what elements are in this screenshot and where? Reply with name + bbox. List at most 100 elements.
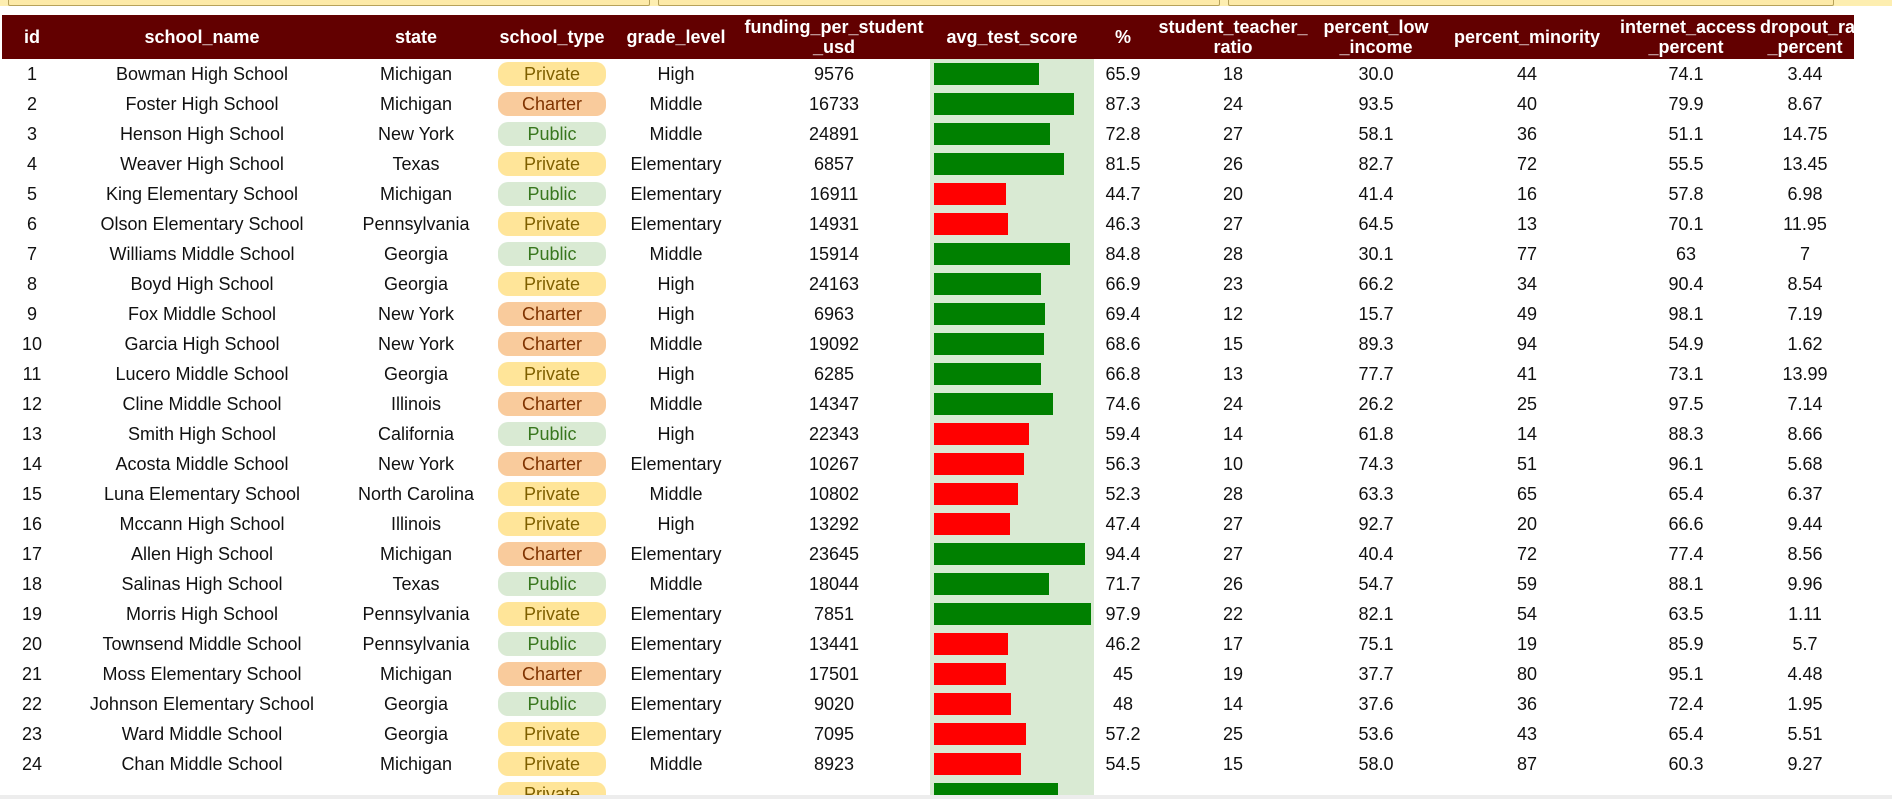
column-header[interactable]: % (1094, 15, 1152, 59)
score-bar (934, 123, 1051, 145)
cell-funding: 22343 (808, 423, 860, 444)
cell-dropout: 13.99 (1782, 363, 1828, 384)
score-bar (934, 573, 1049, 595)
cell-state: Texas (392, 573, 440, 594)
cell-state: Texas (392, 153, 440, 174)
column-header[interactable]: percent_minority (1438, 15, 1616, 59)
table-row[interactable]: 19 Morris High School Pennsylvania Private E… (2, 599, 1854, 629)
school-type-badge: Charter (498, 92, 606, 116)
table-row[interactable]: 22 Johnson Elementary School Georgia Public… (2, 689, 1854, 719)
table-row[interactable]: 8 Boyd High School Georgia Private High 24163… (2, 269, 1854, 299)
cell-dropout: 9.96 (1787, 573, 1823, 594)
column-header[interactable]: dropout_rate_percent (1756, 15, 1854, 59)
cell-low-income: 15.7 (1358, 303, 1394, 324)
cell-ratio: 28 (1222, 243, 1244, 264)
cell-grade-level: Middle (649, 243, 703, 264)
cell-ratio: 26 (1222, 573, 1244, 594)
column-header[interactable]: funding_per_student _usd (738, 15, 930, 59)
cell-pct: 59.4 (1105, 423, 1141, 444)
cell-state: New York (377, 333, 455, 354)
school-type-cell: Charter (490, 329, 614, 359)
table-row[interactable]: 15 Luna Elementary School North Carolina Pr… (2, 479, 1854, 509)
cell-pct: 56.3 (1105, 453, 1141, 474)
cell-low-income: 92.7 (1358, 513, 1394, 534)
cell-minority: 36 (1516, 123, 1538, 144)
table-row[interactable]: 13 Smith High School California Public High 2… (2, 419, 1854, 449)
cell-school-name: Acosta Middle School (115, 453, 289, 474)
cell-grade-level: Middle (649, 753, 703, 774)
table-row[interactable]: 3 Henson High School New York Public Middle 2… (2, 119, 1854, 149)
cell-funding: 14347 (808, 393, 860, 414)
table-row[interactable]: 18 Salinas High School Texas Public Middle 18… (2, 569, 1854, 599)
cell-low-income: 58.1 (1358, 123, 1394, 144)
column-header[interactable]: id (2, 15, 62, 59)
score-bar (934, 273, 1042, 295)
cell-low-income: 66.2 (1358, 273, 1394, 294)
column-header[interactable]: school_name (62, 15, 342, 59)
table-row[interactable]: 14 Acosta Middle School New York Charter Ele… (2, 449, 1854, 479)
table-row[interactable]: 6 Olson Elementary School Pennsylvania Priv… (2, 209, 1854, 239)
cell-dropout: 5.7 (1792, 633, 1818, 654)
cell-low-income: 58.0 (1358, 753, 1394, 774)
cell-minority: 49 (1516, 303, 1538, 324)
table-header-row: id school_name state school_type grade_level… (2, 15, 1854, 59)
cell-internet: 95.1 (1668, 663, 1704, 684)
table-row[interactable]: 12 Cline Middle School Illinois Charter Midd… (2, 389, 1854, 419)
score-bar (934, 453, 1025, 475)
score-bar-cell (930, 629, 1094, 659)
toolbar-control[interactable] (8, 0, 650, 6)
horizontal-scrollbar[interactable] (0, 795, 1892, 799)
table-row[interactable]: 21 Moss Elementary School Michigan Charter E… (2, 659, 1854, 689)
cell-state: Michigan (379, 63, 453, 84)
column-header[interactable]: percent_low _income (1314, 15, 1438, 59)
table-row[interactable]: 4 Weaver High School Texas Private Elementar… (2, 149, 1854, 179)
table-row[interactable]: 11 Lucero Middle School Georgia Private High… (2, 359, 1854, 389)
table-row[interactable]: 2 Foster High School Michigan Charter Middle… (2, 89, 1854, 119)
cell-id: 22 (21, 693, 43, 714)
table-row[interactable]: 16 Mccann High School Illinois Private High 1… (2, 509, 1854, 539)
cell-id: 24 (21, 753, 43, 774)
school-type-badge: Public (498, 632, 606, 656)
toolbar-control[interactable] (658, 0, 1220, 6)
table-row[interactable]: 17 Allen High School Michigan Charter Elemen… (2, 539, 1854, 569)
table-row[interactable]: 9 Fox Middle School New York Charter High 696… (2, 299, 1854, 329)
cell-low-income: 89.3 (1358, 333, 1394, 354)
cell-dropout: 13.45 (1782, 153, 1828, 174)
table-row[interactable]: 7 Williams Middle School Georgia Public Midd… (2, 239, 1854, 269)
column-header[interactable]: student_teacher_ ratio (1152, 15, 1314, 59)
cell-pct: 84.8 (1105, 243, 1141, 264)
score-bar (934, 723, 1026, 745)
table-row[interactable]: 5 King Elementary School Michigan Public Ele… (2, 179, 1854, 209)
column-header[interactable]: school_type (490, 15, 614, 59)
cell-ratio: 24 (1222, 93, 1244, 114)
table-row[interactable]: 1 Bowman High School Michigan Private High 95… (2, 59, 1854, 89)
column-header-label-line2: _usd (812, 37, 855, 57)
column-header[interactable]: grade_level (614, 15, 738, 59)
cell-id: 16 (21, 513, 43, 534)
cell-internet: 66.6 (1668, 513, 1704, 534)
data-table-container[interactable]: id school_name state school_type grade_level… (2, 15, 1854, 799)
cell-low-income: 77.7 (1358, 363, 1394, 384)
school-type-cell: Public (490, 119, 614, 149)
table-row[interactable]: 10 Garcia High School New York Charter Middl… (2, 329, 1854, 359)
table-row[interactable]: 24 Chan Middle School Michigan Private Middl… (2, 749, 1854, 779)
cell-pct: 48 (1112, 693, 1134, 714)
toolbar-control[interactable] (1228, 0, 1834, 6)
school-type-badge: Private (498, 152, 606, 176)
table-row[interactable]: 23 Ward Middle School Georgia Private Elemen… (2, 719, 1854, 749)
score-bar-cell (930, 359, 1094, 389)
column-header[interactable]: avg_test_score (930, 15, 1094, 59)
cell-minority: 16 (1516, 183, 1538, 204)
cell-ratio: 20 (1222, 183, 1244, 204)
cell-school-name: Morris High School (125, 603, 279, 624)
cell-minority: 43 (1516, 723, 1538, 744)
cell-pct: 46.2 (1105, 633, 1141, 654)
cell-ratio: 23 (1222, 273, 1244, 294)
column-header[interactable]: internet_access _percent (1616, 15, 1756, 59)
cell-grade-level: Elementary (630, 453, 722, 474)
cell-minority: 20 (1516, 513, 1538, 534)
cell-pct: 66.8 (1105, 363, 1141, 384)
table-row[interactable]: 20 Townsend Middle School Pennsylvania Publ… (2, 629, 1854, 659)
column-header[interactable]: state (342, 15, 490, 59)
cell-funding: 13441 (808, 633, 860, 654)
